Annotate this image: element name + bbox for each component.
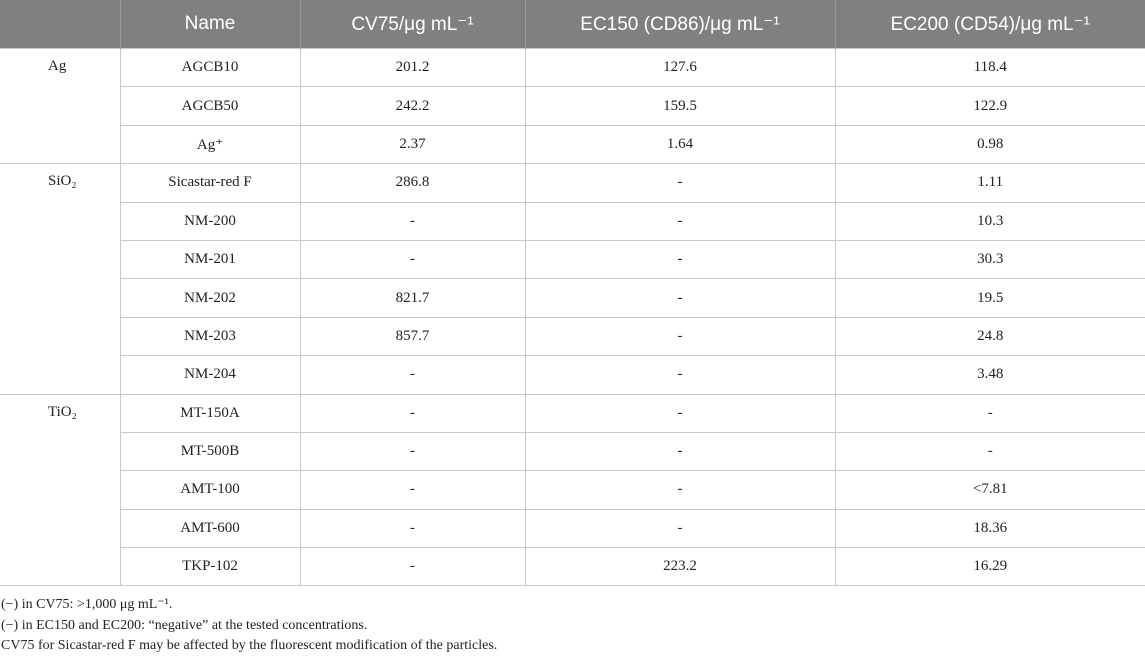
cell: -: [524, 163, 836, 203]
table-row: NM-201- -30.3: [0, 239, 1145, 280]
cell: NM-204: [119, 355, 301, 395]
table-row: NM-202 821.7-19.5: [0, 278, 1145, 318]
cell: NM-201: [119, 239, 301, 280]
cell: Sicastar-red F: [119, 163, 301, 203]
table-row: NM-200- -10.3: [0, 201, 1145, 241]
cell: -: [834, 393, 1145, 433]
table-row: TKP-102-223.2 16.29: [0, 547, 1145, 587]
header-row: Name CV75/μg mL⁻¹ EC150 (CD86)/μg mL⁻¹ EC20…: [0, 0, 1145, 49]
table-row: TiO₂ MT-150A - - -: [0, 393, 1145, 587]
cell: -: [299, 547, 526, 587]
table-row: NM-204- -3.48: [0, 355, 1145, 395]
cell: 286.8: [299, 163, 526, 203]
cell: 857.7: [299, 316, 526, 357]
cell: AMT-600: [119, 508, 301, 549]
cell: -: [524, 508, 836, 549]
table-row: Ag⁺ 2.37 1.64 0.98: [0, 124, 1145, 165]
cell: 24.8: [834, 316, 1145, 357]
cell: -: [524, 393, 836, 433]
table-row: MT-500B - - -: [0, 431, 1145, 472]
header-cell: CV75/μg mL⁻¹: [299, 0, 525, 49]
cell: -: [524, 278, 836, 318]
footnote: CV75 for Sicastar-red F may be affected …: [1, 638, 498, 654]
table-row: NM-203 857.7-24.8: [0, 316, 1145, 357]
cell: 223.2: [524, 547, 836, 587]
data-table: Name CV75/μg mL⁻¹ EC150 (CD86)/μg mL⁻¹ EC20…: [0, 0, 1145, 587]
cell: 3.48: [834, 355, 1145, 395]
cell: -: [834, 431, 1145, 472]
cell: 2.37: [299, 124, 526, 165]
cell: 201.2: [299, 47, 526, 88]
cell: 242.2: [299, 86, 526, 126]
table-row: Ag AGCB10 201.2 127.6 118.4: [0, 47, 1145, 165]
cell: 19.5: [834, 278, 1145, 318]
cell: -: [299, 508, 526, 549]
cell: -: [299, 201, 526, 241]
cell: 1.11: [834, 163, 1145, 203]
table-row: AMT-100- - <7.81: [0, 470, 1145, 510]
cell: -: [299, 470, 526, 510]
cell: 159.5: [524, 86, 836, 126]
cell: <7.81: [834, 470, 1145, 510]
cell: -: [524, 316, 836, 357]
header-cell: EC200 (CD54)/μg mL⁻¹: [834, 0, 1145, 49]
header-cell: [0, 0, 120, 49]
cell: -: [299, 355, 526, 395]
cell: TKP-102: [119, 547, 301, 587]
group-cell: TiO₂: [0, 393, 121, 587]
cell: -: [299, 393, 526, 433]
cell: 1.64: [524, 124, 836, 165]
table-row: AGCB50 242.2 159.5 122.9: [0, 86, 1145, 126]
table-row: SiO₂ Sicastar-red F 286.8-1.11: [0, 163, 1145, 395]
cell: Ag⁺: [119, 124, 301, 165]
cell: -: [299, 431, 526, 472]
footnote: (−) in CV75: >1,000 μg mL⁻¹.: [1, 597, 173, 613]
cell: -: [524, 239, 836, 280]
cell: 122.9: [834, 86, 1145, 126]
table-row: AMT-600- -18.36: [0, 508, 1145, 549]
footnotes: (−) in CV75: >1,000 μg mL⁻¹. (−) in EC150…: [0, 595, 1145, 657]
cell: -: [524, 470, 836, 510]
cell: MT-150A: [119, 393, 301, 433]
header-cell: Name: [119, 0, 300, 49]
cell: -: [524, 431, 836, 472]
cell: MT-500B: [119, 431, 301, 472]
group-cell: Ag: [0, 47, 121, 165]
cell: NM-202: [119, 278, 301, 318]
cell: 0.98: [834, 124, 1145, 165]
cell: NM-200: [119, 201, 301, 241]
cell: 30.3: [834, 239, 1145, 280]
cell: AMT-100: [119, 470, 301, 510]
cell: NM-203: [119, 316, 301, 357]
cell: 821.7: [299, 278, 526, 318]
cell: AGCB10: [119, 47, 301, 88]
cell: -: [524, 355, 836, 395]
cell: 127.6: [524, 47, 836, 88]
cell: AGCB50: [119, 86, 301, 126]
group-cell: SiO₂: [0, 163, 121, 395]
cell: -: [524, 201, 836, 241]
header-cell: EC150 (CD86)/μg mL⁻¹: [524, 0, 835, 49]
footnote: (−) in EC150 and EC200: “negative” at th…: [1, 617, 368, 633]
cell: 16.29: [834, 547, 1145, 587]
cell: 118.4: [834, 47, 1145, 88]
cell: 10.3: [834, 201, 1145, 241]
cell: -: [299, 239, 526, 280]
cell: 18.36: [834, 508, 1145, 549]
